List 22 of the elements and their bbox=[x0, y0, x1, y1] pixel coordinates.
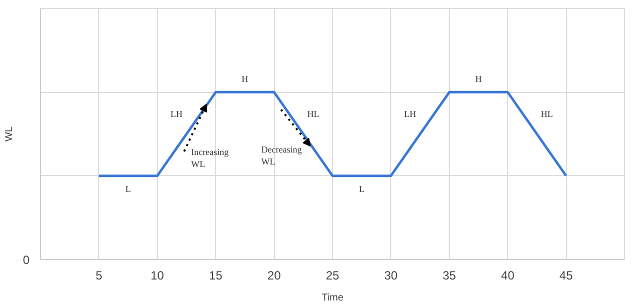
annotation: LH bbox=[170, 108, 183, 119]
x-tick-label: 5 bbox=[96, 268, 103, 282]
text: H bbox=[475, 74, 482, 84]
annotation: L bbox=[125, 184, 131, 194]
x-tick-label: 10 bbox=[150, 268, 164, 282]
x-tick-label: 20 bbox=[267, 268, 282, 282]
x-tick-label: 45 bbox=[559, 268, 574, 282]
x-tick-label: 15 bbox=[209, 268, 223, 282]
x-tick-label: 40 bbox=[501, 268, 515, 282]
annotation: Decreasing WL bbox=[261, 144, 302, 166]
annotation: HL bbox=[307, 108, 320, 119]
x-tick-label: 35 bbox=[442, 268, 456, 282]
annotation: Increasing WL bbox=[191, 147, 230, 170]
y-axis-title: WL bbox=[4, 126, 15, 142]
annotation: LH bbox=[404, 108, 417, 119]
x-axis-title: Time bbox=[322, 292, 344, 304]
x-tick-label: 30 bbox=[384, 268, 398, 282]
text: 0 bbox=[22, 253, 30, 267]
annotation: L bbox=[358, 184, 364, 194]
annotation: HL bbox=[540, 108, 553, 119]
text: H bbox=[242, 74, 249, 84]
x-tick-label: 25 bbox=[326, 268, 340, 282]
